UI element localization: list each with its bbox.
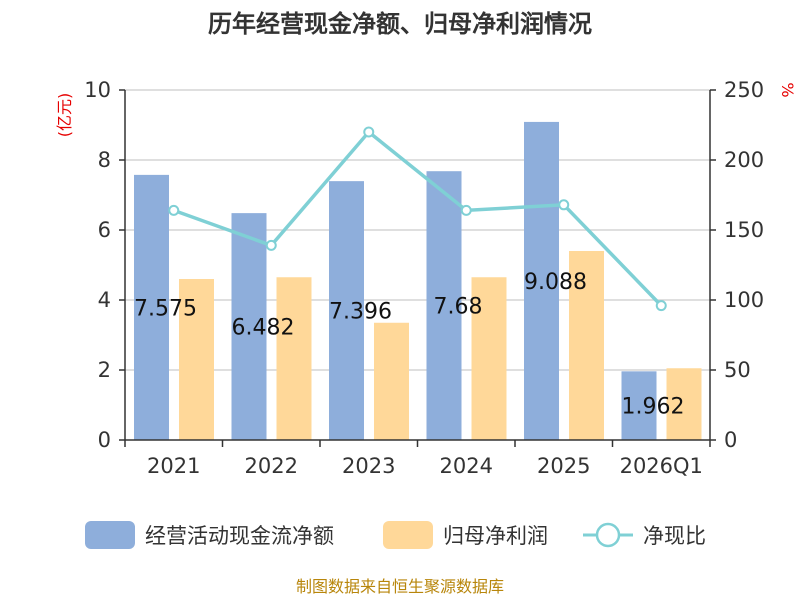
left-axis-tick-label: 8 bbox=[98, 148, 111, 172]
bar-归母净利润 bbox=[179, 279, 214, 440]
bar-data-label: 7.68 bbox=[434, 295, 483, 320]
left-axis-tick-label: 10 bbox=[84, 78, 111, 102]
bar-归母净利润 bbox=[471, 277, 507, 440]
bar-归母净利润 bbox=[569, 251, 604, 440]
legend-swatch bbox=[85, 521, 135, 549]
x-axis-tick-label: 2023 bbox=[342, 454, 395, 478]
ratio-point bbox=[363, 126, 375, 138]
x-axis-tick-label: 2024 bbox=[440, 454, 493, 478]
bar-data-label: 7.575 bbox=[134, 296, 197, 321]
chart-title: 历年经营现金净额、归母净利润情况 bbox=[208, 10, 592, 38]
data-labels: 7.575 6.482 7.396 7.68 9.088 1.962 bbox=[134, 270, 684, 420]
left-axis-tick-label: 6 bbox=[98, 218, 111, 242]
bar-经营活动现金流净额 bbox=[524, 121, 559, 441]
bar-经营活动现金流净额 bbox=[329, 181, 364, 440]
grid-lines bbox=[125, 89, 710, 371]
x-axis-tick-label: 2021 bbox=[147, 454, 200, 478]
bar-经营活动现金流净额 bbox=[231, 213, 267, 440]
right-axis-tick-label: 200 bbox=[724, 148, 764, 172]
bar-data-label: 9.088 bbox=[524, 270, 587, 295]
ratio-point bbox=[168, 204, 180, 216]
legend-label: 归母净利润 bbox=[443, 524, 548, 548]
bar-data-label: 7.396 bbox=[329, 300, 392, 325]
right-axis-tick-label: 50 bbox=[724, 358, 751, 382]
bar-经营活动现金流净额 bbox=[134, 174, 169, 440]
bar-data-label: 6.482 bbox=[232, 316, 295, 341]
left-axis-tick-label: 0 bbox=[98, 428, 111, 452]
x-axis-tick-label: 2022 bbox=[245, 454, 298, 478]
bar-marks bbox=[134, 121, 702, 441]
bar-归母净利润 bbox=[374, 322, 409, 440]
ratio-line-path bbox=[173, 129, 663, 307]
ratio-line bbox=[168, 126, 667, 312]
ratio-point bbox=[460, 204, 472, 216]
bar-经营活动现金流净额 bbox=[426, 171, 462, 440]
right-axis-tick-label: 250 bbox=[724, 78, 764, 102]
legend-label: 经营活动现金流净额 bbox=[145, 524, 334, 548]
bar-归母净利润 bbox=[666, 368, 702, 440]
right-axis-unit: % bbox=[778, 82, 797, 97]
x-axis-tick-label: 2026Q1 bbox=[620, 454, 703, 478]
legend-marker bbox=[595, 522, 621, 548]
bar-归母净利润 bbox=[276, 277, 312, 440]
bar-data-label: 1.962 bbox=[622, 395, 685, 420]
bar-经营活动现金流净额 bbox=[621, 371, 657, 440]
left-axis-tick-label: 2 bbox=[98, 358, 111, 382]
ratio-point bbox=[265, 239, 277, 251]
left-axis-tick-label: 4 bbox=[98, 288, 111, 312]
legend-swatch bbox=[383, 521, 433, 549]
right-axis-tick-label: 0 bbox=[724, 428, 737, 452]
ratio-point bbox=[558, 199, 570, 211]
source-note: 制图数据来自恒生聚源数据库 bbox=[296, 577, 504, 596]
ratio-point bbox=[655, 300, 667, 312]
right-axis-tick-label: 150 bbox=[724, 218, 764, 242]
x-axis-tick-label: 2025 bbox=[537, 454, 590, 478]
legend-label: 净现比 bbox=[643, 524, 706, 548]
left-axis-unit: (亿元) bbox=[55, 93, 74, 138]
right-axis-tick-label: 100 bbox=[724, 288, 764, 312]
legend: 经营活动现金流净额 归母净利润 净现比 bbox=[85, 521, 706, 549]
